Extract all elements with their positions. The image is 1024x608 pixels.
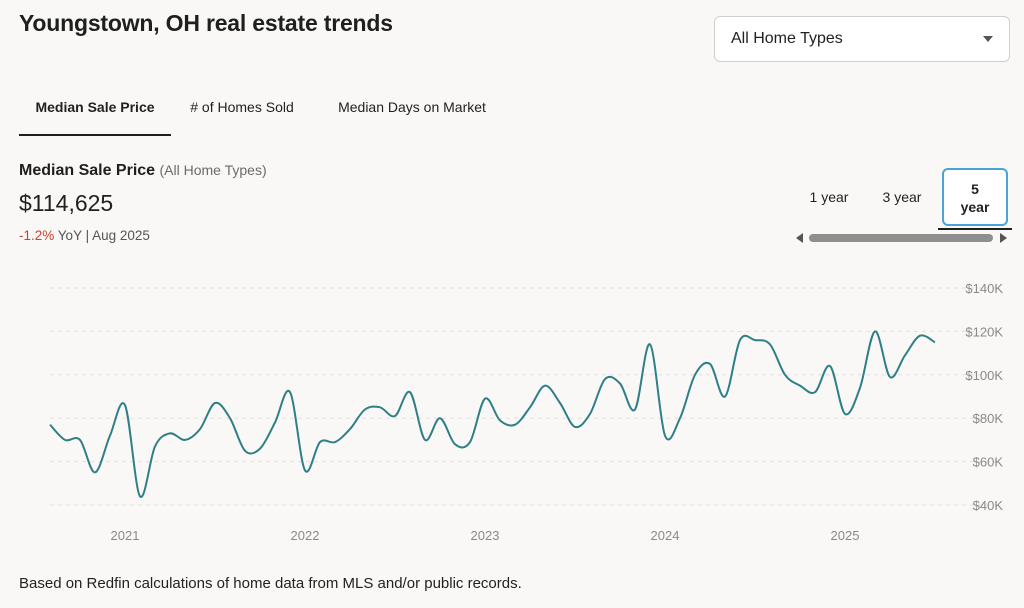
- x-tick-label: 2021: [111, 528, 140, 543]
- scroll-right-arrow-icon[interactable]: [1000, 233, 1007, 243]
- price-series-line: [49, 330, 936, 498]
- median-sale-price-chart: $40K $60K $80K $100K $120K $140K 2021 2022 2023…: [49, 281, 1003, 543]
- x-tick-label: 2022: [291, 528, 320, 543]
- scroll-left-arrow-icon[interactable]: [796, 233, 803, 243]
- metric-tabs: Median Sale Price # of Homes Sold Median…: [19, 86, 509, 136]
- home-type-dropdown[interactable]: All Home Types: [714, 16, 1010, 62]
- y-tick-label: $80K: [973, 411, 1004, 426]
- metric-heading: Median Sale Price (All Home Types): [19, 162, 267, 180]
- footnote: Based on Redfin calculations of home dat…: [19, 575, 522, 592]
- x-tick-label: 2023: [471, 528, 500, 543]
- metric-value: $114,625: [19, 190, 114, 216]
- y-tick-label: $120K: [965, 324, 1003, 339]
- y-tick-label: $140K: [965, 281, 1003, 296]
- yoy-period: YoY | Aug 2025: [57, 228, 150, 243]
- range-3-year-button[interactable]: 3 year: [882, 189, 922, 205]
- y-axis-ticks: $40K $60K $80K $100K $120K $140K: [965, 281, 1003, 513]
- tab-median-sale-price[interactable]: Median Sale Price: [19, 86, 171, 136]
- yoy-change: -1.2%: [19, 228, 55, 243]
- y-tick-label: $40K: [973, 498, 1004, 513]
- home-type-value: All Home Types: [731, 30, 843, 47]
- tab-median-days-on-market[interactable]: Median Days on Market: [338, 99, 486, 115]
- caret-down-icon: [983, 36, 993, 42]
- y-tick-label: $60K: [973, 455, 1004, 470]
- metric-change: -1.2% YoY | Aug 2025: [19, 228, 150, 243]
- metric-name: Median Sale Price: [19, 162, 156, 179]
- x-axis-ticks: 2021 2022 2023 2024 2025: [111, 528, 860, 543]
- range-5-year-label-line2: year: [960, 199, 990, 215]
- x-tick-label: 2024: [651, 528, 680, 543]
- metric-filter: (All Home Types): [159, 162, 267, 178]
- x-tick-label: 2025: [831, 528, 860, 543]
- gridlines: [50, 287, 1000, 506]
- range-1-year-button[interactable]: 1 year: [809, 189, 849, 205]
- range-5-year-label-line1: 5: [971, 181, 979, 197]
- page-title: Youngstown, OH real estate trends: [19, 10, 393, 36]
- y-tick-label: $100K: [965, 368, 1003, 383]
- range-5-year-button[interactable]: 5 year: [942, 168, 1008, 226]
- range-active-underline: [938, 228, 1012, 230]
- tab-homes-sold[interactable]: # of Homes Sold: [190, 99, 294, 115]
- range-scrollbar[interactable]: [809, 234, 993, 242]
